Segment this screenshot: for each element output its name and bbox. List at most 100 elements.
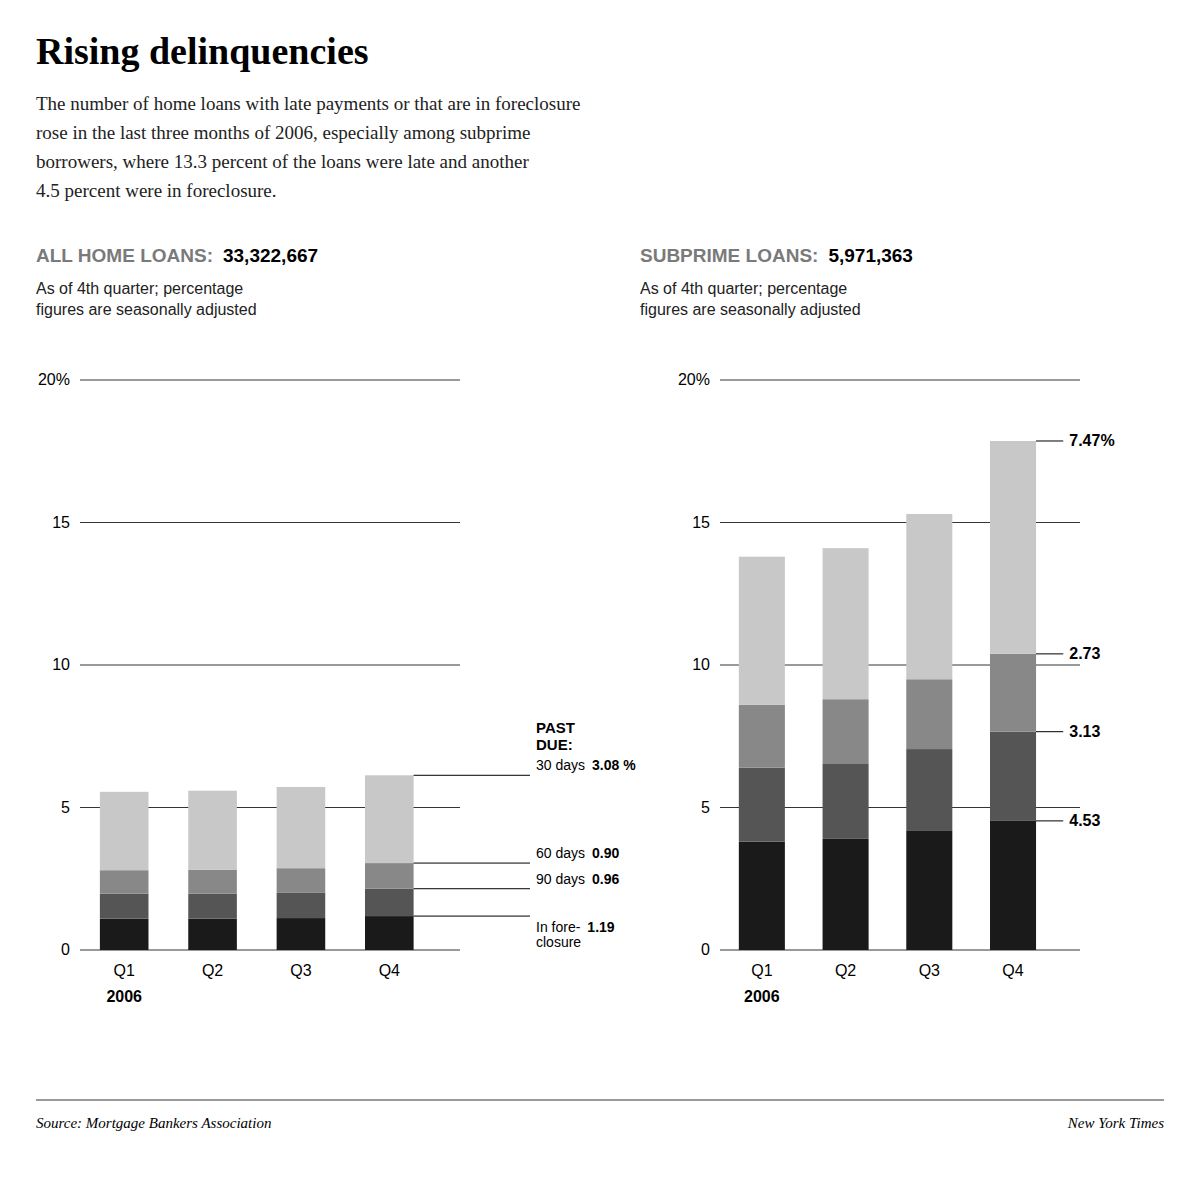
series-label: 60 days [536, 845, 585, 861]
bracket-line [414, 888, 530, 889]
y-tick-label: 15 [52, 514, 70, 531]
bar-segment [739, 842, 785, 950]
data-label: 2.73 [1069, 645, 1100, 662]
y-tick-label: 5 [61, 799, 70, 816]
figure: Rising delinquencies The number of home l… [0, 0, 1200, 1197]
text-line: 4.5 percent were in foreclosure. [36, 180, 277, 201]
subtitle: The number of home loans with late payme… [36, 93, 581, 201]
text-line: 90 days [536, 871, 585, 887]
credit: New York Times [1067, 1115, 1164, 1131]
y-tick-label: 10 [52, 656, 70, 673]
grid-line [80, 665, 460, 666]
text-line: figures are seasonally adjusted [36, 301, 257, 318]
panel-total: 33,322,667 [223, 245, 318, 266]
text-line: In fore- [536, 919, 581, 935]
bar-segment [906, 830, 952, 950]
bar-segment [277, 868, 326, 892]
bar-segment [188, 870, 237, 894]
chart-panel: ALL HOME LOANS: 33,322,667 As of 4th quart… [36, 245, 636, 1005]
panel-total: 5,971,363 [828, 245, 913, 266]
panel-header: ALL HOME LOANS: 33,322,667 [36, 245, 318, 266]
panel-subtitle: As of 4th quarter; percentage figures are… [640, 280, 861, 318]
bar-segment [739, 705, 785, 768]
bracket-line [414, 916, 530, 917]
bar-segment [188, 894, 237, 919]
annotation: PASTDUE: [536, 719, 575, 753]
y-tick-label: 0 [61, 941, 70, 958]
bar-segment [990, 441, 1036, 654]
x-tick-label: Q4 [379, 962, 400, 979]
bar-segment [906, 514, 952, 679]
data-label: 4.53 [1069, 812, 1100, 829]
bar-segment [188, 919, 237, 950]
source-rule [36, 1100, 1164, 1101]
bracket-line [414, 775, 530, 776]
x-tick-label: Q2 [202, 962, 223, 979]
text-line: rose in the last three months of 2006, e… [36, 122, 530, 143]
text-line: figures are seasonally adjusted [640, 301, 861, 318]
bars [100, 775, 414, 950]
data-label: 3.13 [1069, 723, 1100, 740]
annotations: In fore-closure 1.19 90 days 0.96 60 days 0.9… [414, 719, 637, 950]
data-label: 0.96 [592, 871, 619, 887]
bar-segment [823, 763, 869, 839]
text-line: DUE: [536, 736, 573, 753]
grid-line [720, 380, 1080, 381]
bar-segment [906, 749, 952, 830]
data-label: 3.08 % [592, 757, 636, 773]
x-tick-label: Q3 [919, 962, 940, 979]
y-tick-label: 15 [692, 514, 710, 531]
bracket-line [1036, 820, 1063, 821]
text-line: 30 days [536, 757, 585, 773]
text-line: As of 4th quarter; percentage [640, 280, 847, 297]
bar-segment [823, 839, 869, 950]
data-label: 0.90 [592, 845, 619, 861]
bar-segment [100, 894, 149, 919]
y-tick-label: 20% [678, 371, 710, 388]
data-label: 1.19 [587, 919, 614, 935]
y-tick-label: 0 [701, 941, 710, 958]
bar-segment [277, 787, 326, 868]
bar-segment [990, 732, 1036, 821]
x-axis-label: 2006 [744, 988, 780, 1005]
bar-segment [365, 889, 414, 916]
x-tick-label: Q1 [751, 962, 772, 979]
bar-segment [823, 548, 869, 699]
title: Rising delinquencies [36, 30, 369, 72]
bar-segment [990, 821, 1036, 950]
y-tick-label: 20% [38, 371, 70, 388]
panel-header: SUBPRIME LOANS:5,971,363 [640, 245, 913, 266]
bar-segment [100, 919, 149, 950]
y-tick-label: 5 [701, 799, 710, 816]
bar-segment [990, 654, 1036, 732]
bracket-line [1036, 731, 1063, 732]
bar-segment [277, 892, 326, 918]
x-tick-label: Q2 [835, 962, 856, 979]
bar-segment [365, 916, 414, 950]
bar-segment [823, 699, 869, 763]
x-tick-label: Q1 [114, 962, 135, 979]
bracket-line [1036, 653, 1063, 654]
x-tick-label: Q4 [1002, 962, 1023, 979]
panel-title: ALL HOME LOANS: [36, 245, 213, 266]
text-line: As of 4th quarter; percentage [36, 280, 243, 297]
y-tick-label: 10 [692, 656, 710, 673]
bracket-line [414, 863, 530, 864]
text-line: The number of home loans with late payme… [36, 93, 581, 114]
text-line: borrowers, where 13.3 percent of the loa… [36, 151, 529, 172]
chart-panel: SUBPRIME LOANS:5,971,363 As of 4th quarte… [640, 245, 1115, 1005]
source: Source: Mortgage Bankers Association [36, 1115, 271, 1131]
x-tick-label: Q3 [290, 962, 311, 979]
series-label: In fore-closure [536, 919, 581, 950]
bar-segment [739, 557, 785, 705]
text-line: 60 days [536, 845, 585, 861]
text-line: PAST [536, 719, 575, 736]
bar-segment [365, 775, 414, 863]
series-label: 90 days [536, 871, 585, 887]
bar-segment [906, 679, 952, 749]
x-axis-label: 2006 [106, 988, 142, 1005]
bar-segment [365, 863, 414, 889]
bars [739, 441, 1036, 950]
annotations: 4.533.132.737.47% [1036, 432, 1115, 829]
grid-line [80, 522, 460, 523]
